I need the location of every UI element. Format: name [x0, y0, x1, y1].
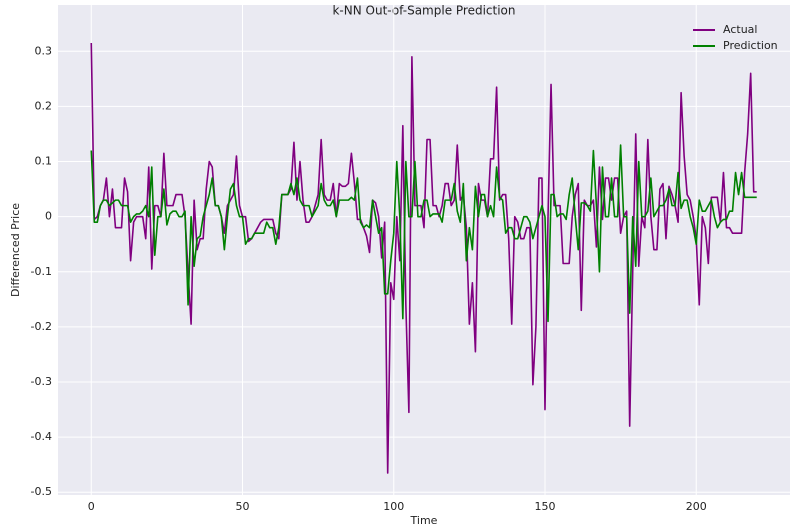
y-tick-label: -0.1	[31, 265, 52, 278]
legend-label: Prediction	[723, 39, 778, 52]
y-tick-label: 0.2	[35, 99, 53, 112]
line	[90, 43, 757, 474]
x-tick-label: 0	[88, 500, 95, 513]
chart-title: k-NN Out-of-Sample Prediction	[332, 4, 515, 18]
x-axis-label: Time	[410, 514, 438, 527]
y-tick-label: -0.2	[31, 320, 52, 333]
legend-label: Actual	[723, 23, 757, 36]
line	[90, 144, 757, 323]
y-axis-label: Differenced Price	[9, 203, 22, 297]
y-tick-label: -0.5	[31, 485, 52, 498]
y-tick-label: -0.4	[31, 430, 52, 443]
x-tick-label: 200	[686, 500, 707, 513]
x-tick-label: 100	[383, 500, 404, 513]
y-tick-label: -0.3	[31, 375, 52, 388]
y-tick-label: 0.3	[35, 44, 53, 57]
plot-area	[58, 5, 790, 495]
y-tick-label: 0	[45, 210, 52, 223]
x-tick-label: 150	[534, 500, 555, 513]
y-tick-label: 0.1	[35, 155, 53, 168]
x-tick-label: 50	[236, 500, 250, 513]
